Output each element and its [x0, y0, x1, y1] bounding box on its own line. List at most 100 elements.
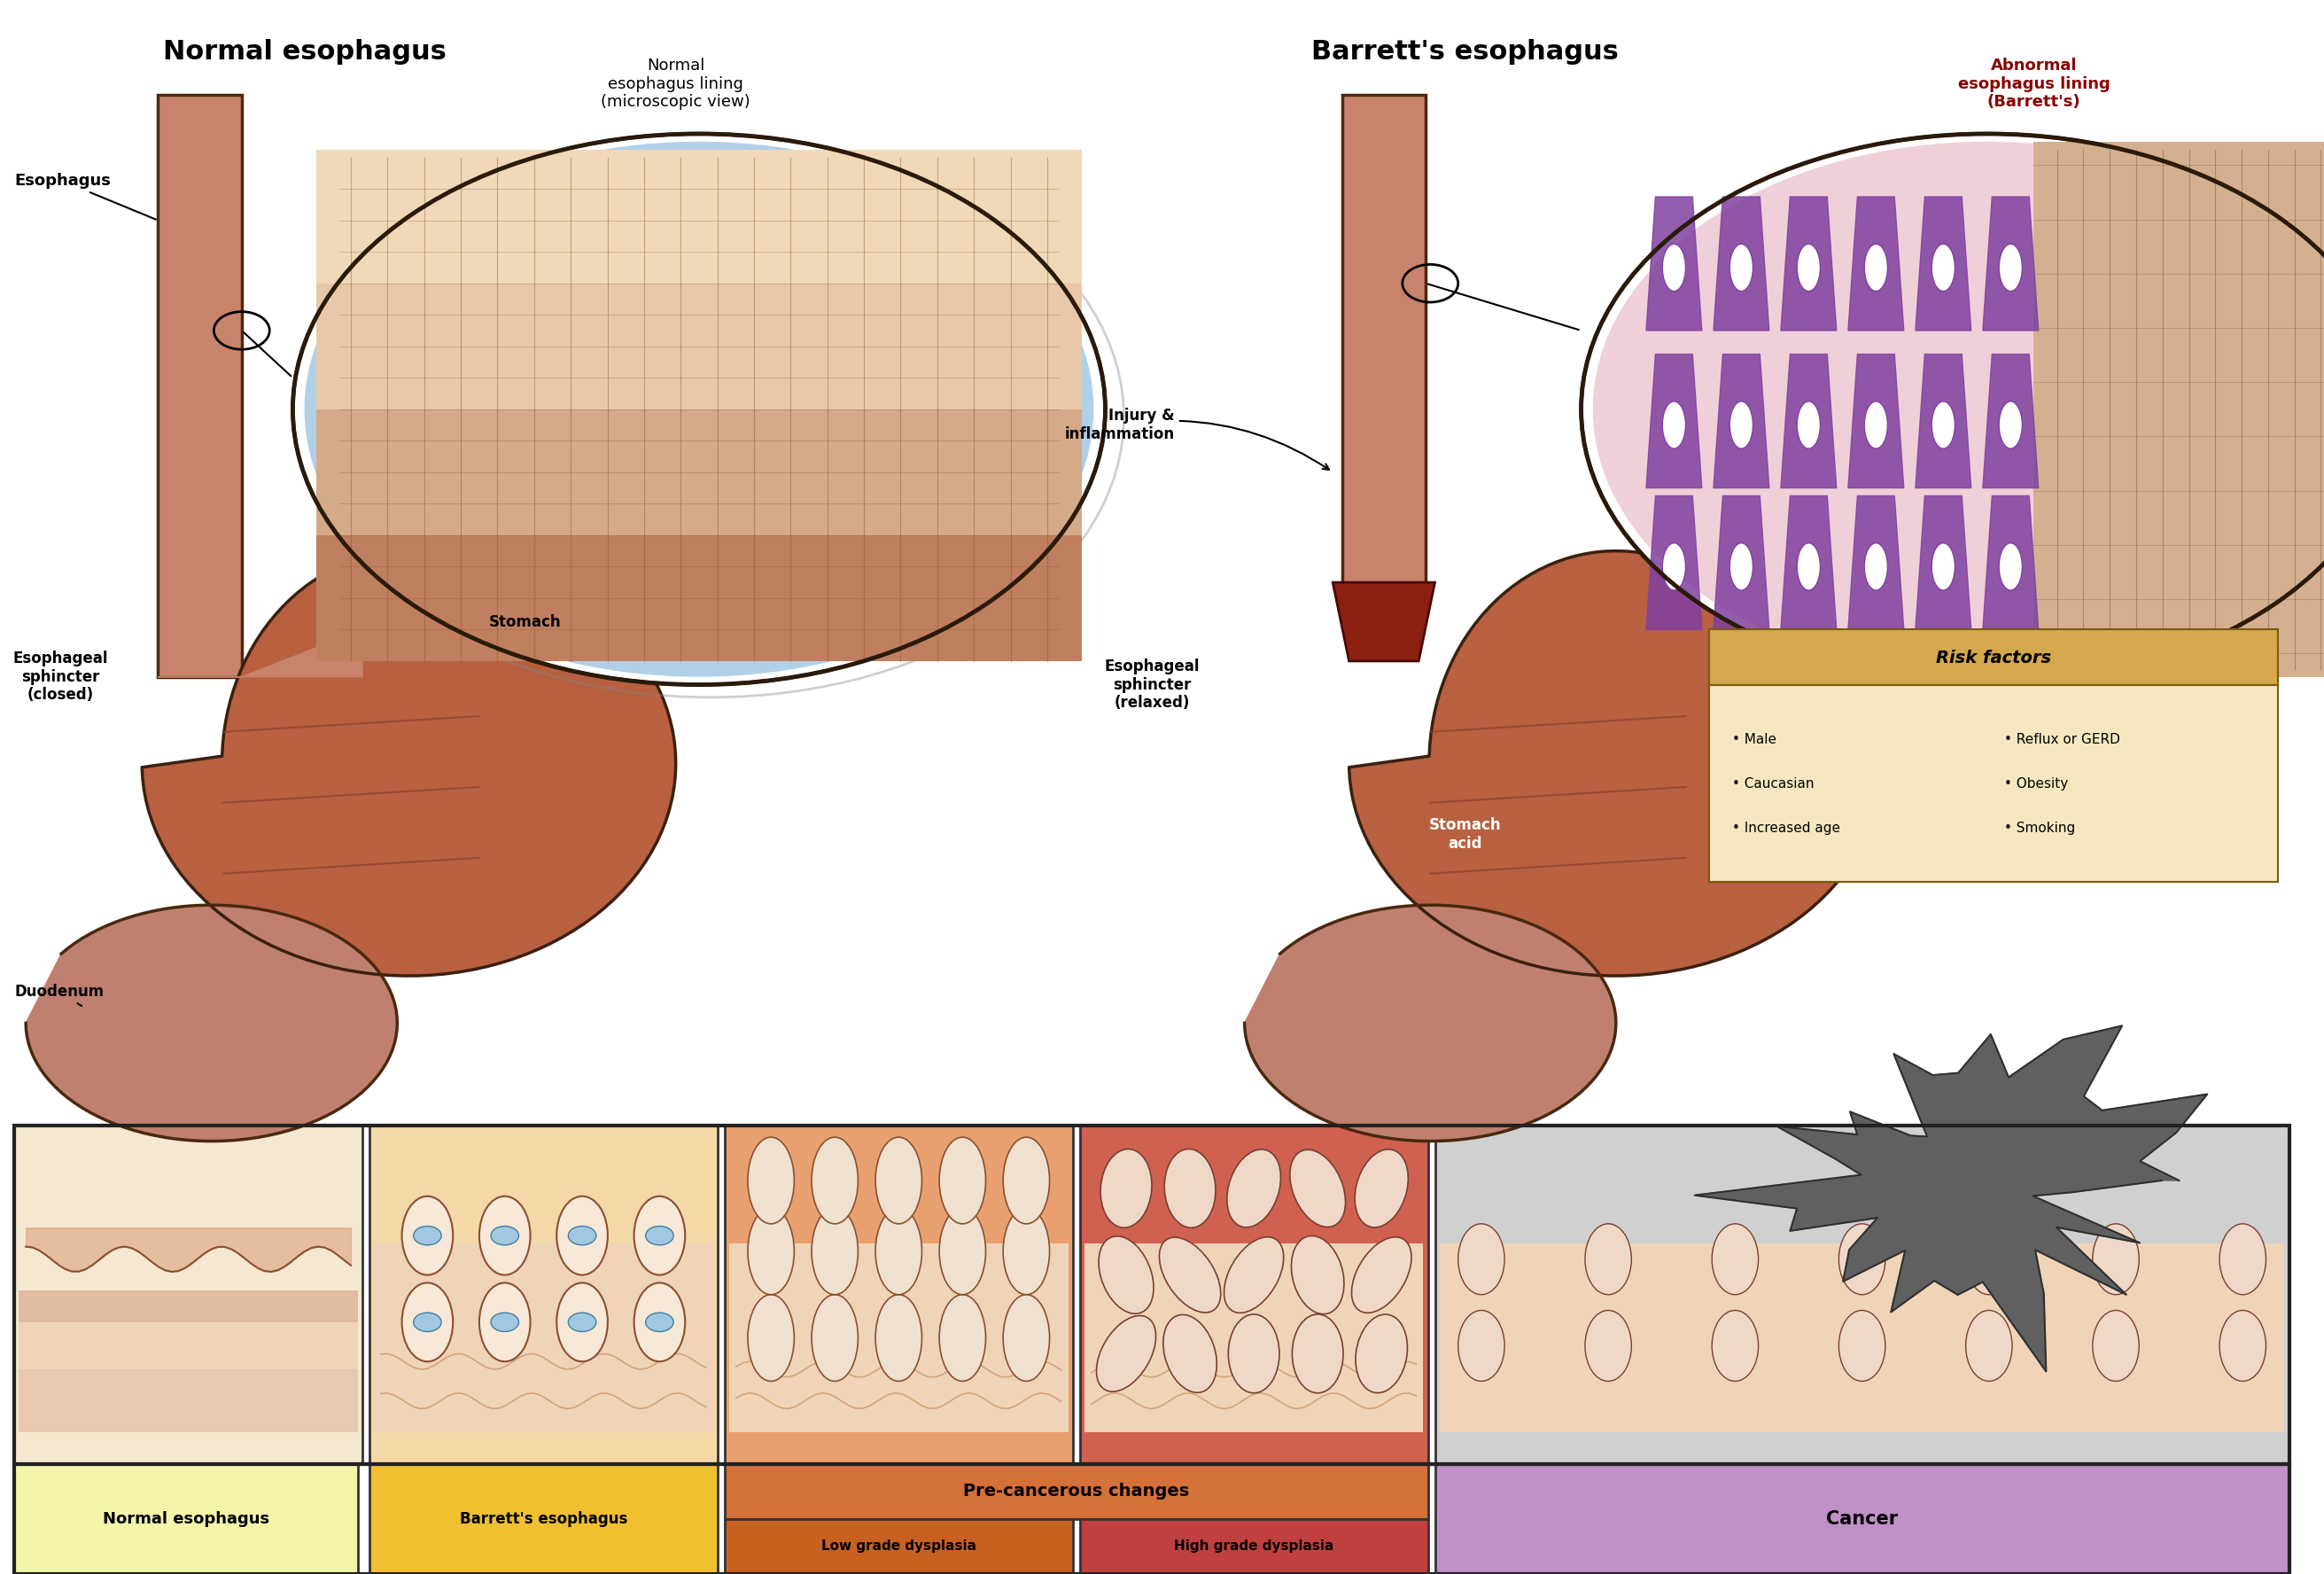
Ellipse shape [939, 1209, 985, 1294]
Polygon shape [1915, 496, 1971, 630]
Polygon shape [1645, 354, 1701, 488]
Circle shape [569, 1313, 595, 1332]
Ellipse shape [1729, 244, 1752, 291]
Text: Low grade dysplasia: Low grade dysplasia [820, 1539, 976, 1554]
FancyBboxPatch shape [370, 1464, 718, 1574]
Polygon shape [1915, 197, 1971, 331]
Ellipse shape [1160, 1237, 1220, 1313]
Polygon shape [1645, 197, 1701, 331]
Ellipse shape [1353, 1237, 1411, 1313]
Ellipse shape [1225, 1237, 1283, 1313]
Bar [19, 1322, 358, 1369]
Ellipse shape [939, 1136, 985, 1225]
Ellipse shape [811, 1136, 858, 1225]
FancyBboxPatch shape [370, 1125, 718, 1464]
Polygon shape [1645, 496, 1701, 630]
Polygon shape [1332, 582, 1434, 661]
Polygon shape [142, 551, 676, 976]
Polygon shape [1982, 354, 2038, 488]
FancyBboxPatch shape [2034, 142, 2324, 677]
Ellipse shape [811, 1209, 858, 1294]
FancyBboxPatch shape [14, 1464, 358, 1574]
Circle shape [293, 134, 1106, 685]
Ellipse shape [1999, 244, 2022, 291]
Text: Esophageal
sphincter
(closed): Esophageal sphincter (closed) [14, 650, 109, 704]
Text: Duodenum: Duodenum [14, 984, 105, 1006]
Ellipse shape [748, 1294, 795, 1382]
FancyBboxPatch shape [316, 275, 1083, 409]
Text: • Obesity: • Obesity [2006, 778, 2068, 790]
Ellipse shape [1838, 1310, 1885, 1382]
FancyBboxPatch shape [725, 1125, 1074, 1464]
Text: Normal esophagus: Normal esophagus [163, 39, 446, 65]
Ellipse shape [479, 1283, 530, 1362]
Text: Injury &
inflammation: Injury & inflammation [1064, 408, 1329, 469]
Text: Cancer: Cancer [1827, 1509, 1899, 1528]
Ellipse shape [1355, 1314, 1408, 1393]
Text: Barrett's esophagus: Barrett's esophagus [460, 1511, 627, 1527]
Ellipse shape [1931, 244, 1954, 291]
Ellipse shape [1796, 401, 1820, 449]
Polygon shape [1713, 197, 1769, 331]
Ellipse shape [1662, 543, 1685, 590]
FancyBboxPatch shape [1081, 1125, 1427, 1464]
Bar [374, 1243, 713, 1432]
Ellipse shape [402, 1196, 453, 1275]
Ellipse shape [748, 1136, 795, 1225]
Ellipse shape [1004, 1209, 1050, 1294]
FancyBboxPatch shape [1434, 1125, 2289, 1464]
Circle shape [490, 1313, 518, 1332]
FancyBboxPatch shape [725, 1464, 1427, 1519]
Ellipse shape [1164, 1314, 1218, 1393]
Ellipse shape [558, 1283, 607, 1362]
FancyBboxPatch shape [1708, 630, 2278, 685]
Ellipse shape [1966, 1310, 2013, 1382]
Ellipse shape [558, 1196, 607, 1275]
Text: Normal
esophagus lining
(microscopic view): Normal esophagus lining (microscopic vie… [602, 57, 751, 110]
Text: Abnormal
esophagus lining
(Barrett's): Abnormal esophagus lining (Barrett's) [1957, 57, 2110, 110]
Ellipse shape [1102, 1149, 1153, 1228]
FancyBboxPatch shape [1708, 685, 2278, 881]
Ellipse shape [1966, 1225, 2013, 1294]
Ellipse shape [1290, 1149, 1346, 1228]
Polygon shape [1780, 354, 1836, 488]
Ellipse shape [634, 1283, 686, 1362]
Polygon shape [1915, 354, 1971, 488]
Ellipse shape [1004, 1136, 1050, 1225]
Ellipse shape [1796, 244, 1820, 291]
Polygon shape [26, 905, 397, 1141]
Text: Esophageal
sphincter
(relaxed): Esophageal sphincter (relaxed) [1104, 658, 1199, 711]
Text: Barrett's esophagus: Barrett's esophagus [1311, 39, 1620, 65]
Text: High grade dysplasia: High grade dysplasia [1174, 1539, 1334, 1554]
Ellipse shape [939, 1294, 985, 1382]
FancyBboxPatch shape [1434, 1464, 2289, 1574]
Ellipse shape [1713, 1310, 1759, 1382]
Text: Risk factors: Risk factors [1936, 650, 2050, 666]
Ellipse shape [2219, 1225, 2266, 1294]
Polygon shape [1341, 94, 1425, 598]
FancyBboxPatch shape [1081, 1519, 1427, 1574]
Ellipse shape [748, 1209, 795, 1294]
Ellipse shape [1796, 543, 1820, 590]
FancyBboxPatch shape [316, 401, 1083, 535]
Circle shape [1580, 134, 2324, 685]
Ellipse shape [1662, 244, 1685, 291]
Circle shape [414, 1226, 442, 1245]
Circle shape [1592, 142, 2324, 677]
Polygon shape [1848, 354, 1903, 488]
Circle shape [646, 1226, 674, 1245]
Bar [1085, 1243, 1422, 1432]
Circle shape [414, 1313, 442, 1332]
Ellipse shape [1585, 1225, 1631, 1294]
Polygon shape [1848, 197, 1903, 331]
Ellipse shape [1864, 401, 1887, 449]
Text: Pre-cancerous changes: Pre-cancerous changes [962, 1483, 1190, 1500]
FancyBboxPatch shape [316, 527, 1083, 661]
Polygon shape [1713, 496, 1769, 630]
Polygon shape [1694, 1026, 2208, 1371]
Circle shape [646, 1313, 674, 1332]
Ellipse shape [876, 1209, 923, 1294]
Ellipse shape [1729, 401, 1752, 449]
Ellipse shape [479, 1196, 530, 1275]
Polygon shape [1780, 496, 1836, 630]
